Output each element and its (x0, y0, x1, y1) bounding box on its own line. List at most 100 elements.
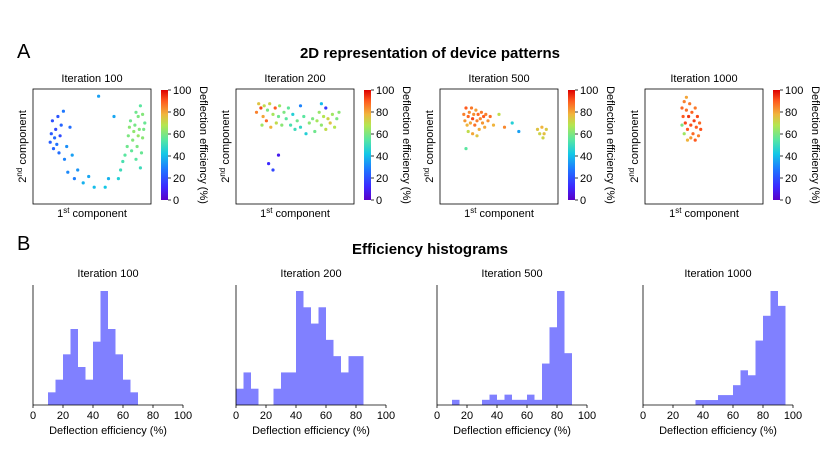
scatter-point (476, 112, 480, 116)
histogram-bar (70, 329, 78, 405)
histogram-bar (130, 392, 138, 405)
scatter-point (267, 162, 271, 166)
scatter-frame (644, 88, 764, 205)
scatter-point (72, 177, 76, 181)
histogram-tick-label: 20 (461, 410, 473, 422)
scatter-point (119, 168, 123, 172)
scatter-point (289, 123, 293, 127)
scatter-point (482, 114, 486, 119)
histogram-tick-label: 0 (233, 410, 239, 422)
scatter-point (264, 119, 268, 123)
scatter-point (58, 134, 62, 138)
scatter-point (488, 114, 492, 119)
scatter-point (469, 106, 474, 110)
histogram-bar (695, 400, 703, 405)
scatter-point (298, 104, 303, 108)
scatter-point (136, 134, 140, 138)
scatter-point (268, 102, 272, 106)
scatter-point (276, 114, 281, 119)
scatter-title: Iteration 1000 (670, 73, 737, 85)
scatter-point (311, 117, 315, 121)
scatter-point (468, 121, 472, 125)
histogram-tick-label: 40 (87, 410, 99, 422)
histogram-bar (452, 399, 460, 405)
colorbar-label: Deflection efficiency (%) (197, 86, 209, 204)
scatter-point (92, 185, 96, 189)
colorbar-label: Deflection efficiency (%) (400, 86, 412, 204)
histogram-bar (489, 394, 497, 405)
scatter-point (141, 136, 145, 140)
scatter-point (116, 177, 120, 181)
colorbar-tick-label: 40 (173, 151, 185, 163)
histogram-bar (243, 372, 251, 405)
colorbar-tick-label: 80 (580, 107, 592, 119)
scatter-point (87, 174, 91, 179)
scatter-point (473, 123, 477, 127)
scatter-ylabel: 2nd component (15, 110, 30, 183)
scatter-point (260, 123, 264, 127)
scatter-point (682, 100, 686, 104)
colorbar-tick-label: 100 (173, 85, 191, 97)
scatter-point (97, 94, 101, 98)
histogram-tick-label: 40 (697, 410, 709, 422)
scatter-point (683, 121, 687, 125)
histogram-tick-label: 60 (320, 410, 332, 422)
scatter-point (333, 125, 337, 129)
histogram-panel-1: Iteration 100 0 20 40 60 80 100 Deflection effi… (30, 268, 192, 437)
scatter-point (685, 138, 690, 142)
histogram-bar (504, 394, 512, 405)
scatter-point (682, 132, 686, 136)
scatter-point (138, 104, 142, 108)
colorbar (773, 90, 780, 200)
scatter-point (261, 114, 265, 119)
histogram-bar (527, 394, 535, 405)
colorbar-tick-label: 40 (580, 151, 592, 163)
scatter-point (462, 112, 466, 116)
histogram-bar (725, 395, 733, 405)
colorbar-tick-label: 100 (580, 85, 598, 97)
histogram-tick-label: 80 (350, 410, 362, 422)
scatter-xlabel: 1st component (669, 206, 739, 221)
scatter-point (680, 106, 684, 110)
histogram-bar (311, 323, 319, 405)
scatter-point (681, 114, 685, 119)
scatter-point (132, 129, 136, 134)
colorbar-tick-label: 20 (580, 173, 592, 185)
scatter-point (699, 127, 703, 131)
histogram-bar (718, 395, 726, 405)
histogram-panel-4: Iteration 1000 0 20 40 60 80 100 Deflection eff… (640, 268, 802, 437)
scatter-point (50, 119, 55, 123)
scatter-point (62, 157, 67, 161)
scatter-point (538, 132, 542, 136)
scatter-point (271, 168, 275, 172)
scatter-point (307, 121, 311, 125)
scatter-point (480, 121, 485, 125)
scatter-point (265, 108, 270, 112)
scatter-point (142, 127, 146, 131)
scatter-point (471, 117, 475, 121)
scatter-xlabel: 1st component (57, 206, 127, 221)
scatter-point (274, 121, 278, 125)
scatter-point (680, 123, 684, 127)
scatter-point (464, 147, 468, 151)
histogram-bar (740, 370, 748, 405)
histogram-bar (748, 375, 756, 405)
scatter-title: Iteration 200 (264, 73, 325, 85)
scatter-point (474, 108, 478, 112)
scatter-point (313, 129, 317, 134)
scatter-point (54, 127, 58, 131)
charts-container: Iteration 100 1st component 2nd component 0… (15, 73, 822, 437)
scatter-point (322, 114, 326, 119)
scatter-title: Iteration 100 (61, 73, 122, 85)
colorbar-tick-label: 40 (376, 151, 388, 163)
scatter-point (684, 108, 689, 112)
colorbar-tick-label: 60 (376, 129, 388, 141)
scatter-point (695, 114, 700, 119)
histogram-tick-label: 80 (551, 410, 563, 422)
scatter-xlabel: 1st component (260, 206, 330, 221)
histogram-bar (115, 354, 123, 405)
scatter-point (137, 127, 141, 131)
histogram-tick-label: 100 (784, 410, 802, 422)
histogram-bar (519, 399, 527, 405)
scatter-point (61, 109, 65, 113)
